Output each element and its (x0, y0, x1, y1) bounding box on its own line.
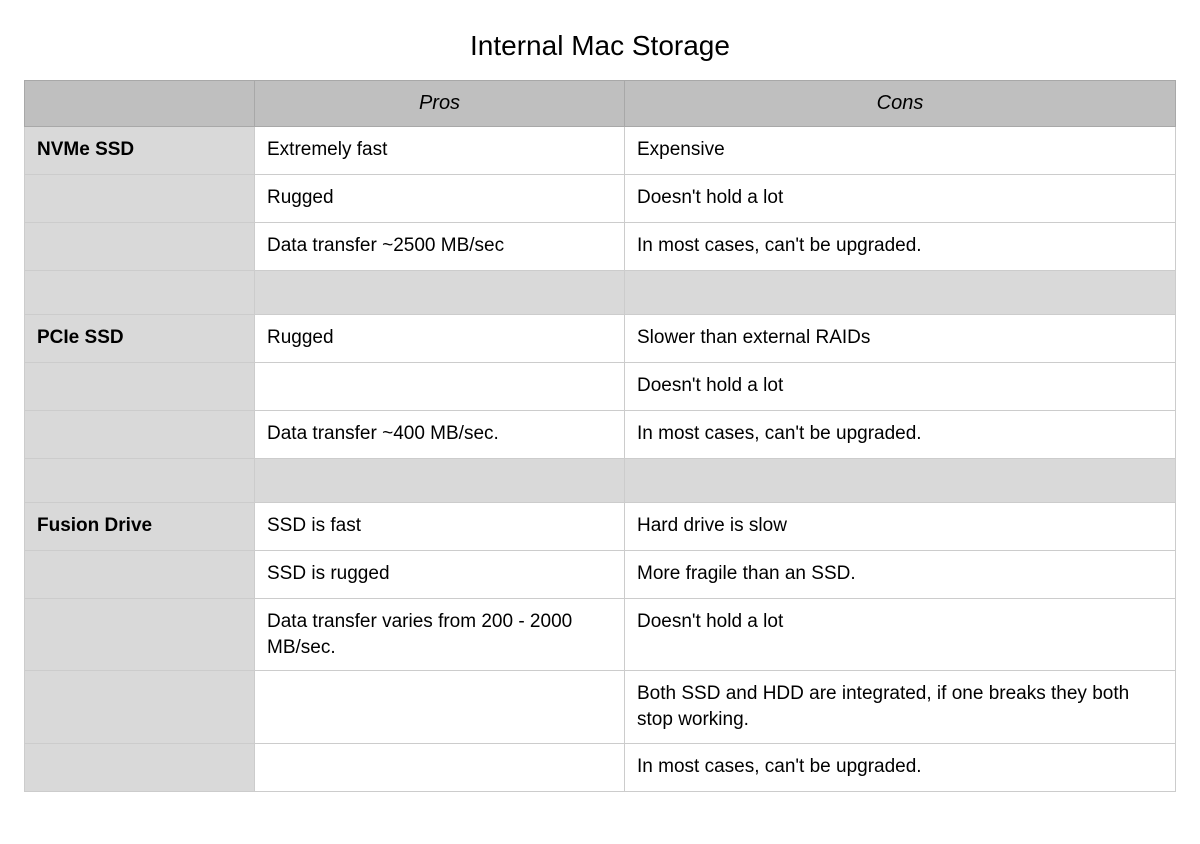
table-row: Data transfer varies from 200 - 2000 MB/… (25, 599, 1176, 671)
table-row: Rugged Doesn't hold a lot (25, 175, 1176, 223)
page-title: Internal Mac Storage (24, 30, 1176, 62)
drive-name-empty (25, 551, 255, 599)
con-cell: Doesn't hold a lot (625, 175, 1176, 223)
drive-name-empty (25, 175, 255, 223)
drive-name-empty (25, 271, 255, 315)
table-row: SSD is rugged More fragile than an SSD. (25, 551, 1176, 599)
pro-cell: SSD is rugged (255, 551, 625, 599)
pro-cell (255, 363, 625, 411)
header-empty (25, 81, 255, 127)
pro-cell: Rugged (255, 315, 625, 363)
con-cell: More fragile than an SSD. (625, 551, 1176, 599)
table-row: Data transfer ~2500 MB/sec In most cases… (25, 223, 1176, 271)
drive-name-empty (25, 743, 255, 791)
drive-name-empty (25, 223, 255, 271)
con-cell: Hard drive is slow (625, 503, 1176, 551)
pro-cell (255, 671, 625, 743)
empty-cell (255, 271, 625, 315)
empty-cell (255, 459, 625, 503)
page-container: Internal Mac Storage Pros Cons NVMe SSD … (0, 0, 1200, 812)
drive-name-empty (25, 459, 255, 503)
drive-name-empty (25, 363, 255, 411)
table-row: Data transfer ~400 MB/sec. In most cases… (25, 411, 1176, 459)
con-cell: In most cases, can't be upgraded. (625, 411, 1176, 459)
pro-cell: Data transfer ~2500 MB/sec (255, 223, 625, 271)
pro-cell: SSD is fast (255, 503, 625, 551)
drive-name-empty (25, 411, 255, 459)
pro-cell: Extremely fast (255, 127, 625, 175)
table-row: Both SSD and HDD are integrated, if one … (25, 671, 1176, 743)
pro-cell: Data transfer varies from 200 - 2000 MB/… (255, 599, 625, 671)
con-cell: Both SSD and HDD are integrated, if one … (625, 671, 1176, 743)
drive-name-empty (25, 599, 255, 671)
separator-row (25, 271, 1176, 315)
con-cell: In most cases, can't be upgraded. (625, 223, 1176, 271)
drive-name-empty (25, 671, 255, 743)
empty-cell (625, 459, 1176, 503)
pro-cell: Rugged (255, 175, 625, 223)
table-row: NVMe SSD Extremely fast Expensive (25, 127, 1176, 175)
drive-name: NVMe SSD (25, 127, 255, 175)
table-row: Doesn't hold a lot (25, 363, 1176, 411)
header-cons: Cons (625, 81, 1176, 127)
storage-table: Pros Cons NVMe SSD Extremely fast Expens… (24, 80, 1176, 792)
table-body: NVMe SSD Extremely fast Expensive Rugged… (25, 127, 1176, 792)
table-row: Fusion Drive SSD is fast Hard drive is s… (25, 503, 1176, 551)
header-pros: Pros (255, 81, 625, 127)
drive-name: PCIe SSD (25, 315, 255, 363)
table-row: In most cases, can't be upgraded. (25, 743, 1176, 791)
drive-name: Fusion Drive (25, 503, 255, 551)
con-cell: Slower than external RAIDs (625, 315, 1176, 363)
separator-row (25, 459, 1176, 503)
pro-cell (255, 743, 625, 791)
table-row: PCIe SSD Rugged Slower than external RAI… (25, 315, 1176, 363)
con-cell: Doesn't hold a lot (625, 363, 1176, 411)
pro-cell: Data transfer ~400 MB/sec. (255, 411, 625, 459)
empty-cell (625, 271, 1176, 315)
con-cell: In most cases, can't be upgraded. (625, 743, 1176, 791)
con-cell: Doesn't hold a lot (625, 599, 1176, 671)
con-cell: Expensive (625, 127, 1176, 175)
table-header-row: Pros Cons (25, 81, 1176, 127)
